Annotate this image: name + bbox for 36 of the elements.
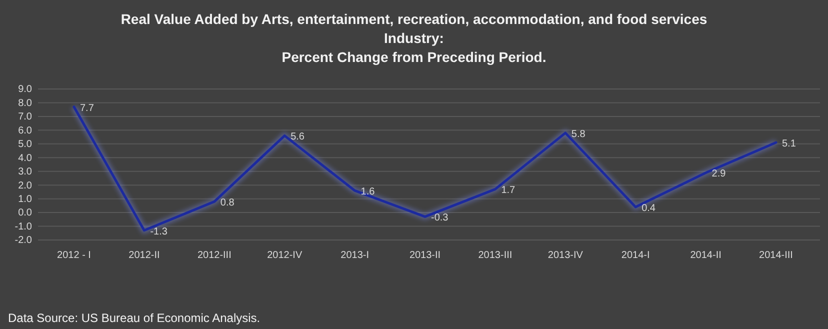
x-tick-label: 2014-I bbox=[621, 250, 650, 262]
x-tick-label: 2012-III bbox=[197, 250, 232, 262]
x-tick-label: 2012 - I bbox=[57, 250, 91, 262]
y-tick-label: -2.0 bbox=[14, 235, 32, 246]
y-tick-label: 8.0 bbox=[18, 98, 32, 109]
chart-title: Real Value Added by Arts, entertainment, recreation, accommodation, and food services Industry: Percent Change from Preceding Period. bbox=[120, 11, 708, 65]
data-label: 2.9 bbox=[712, 168, 726, 180]
data-label: 1.6 bbox=[360, 186, 376, 198]
data-label: 0.4 bbox=[642, 203, 656, 214]
x-tick-label: 2012-II bbox=[128, 250, 160, 262]
data-label: 7.7 bbox=[80, 102, 94, 114]
y-tick-label: 6.0 bbox=[18, 125, 32, 136]
y-tick-label: 5.0 bbox=[18, 139, 32, 150]
x-tick-label: 2014-III bbox=[759, 250, 793, 262]
y-tick-label: 1.0 bbox=[18, 194, 32, 206]
data-label: 5.8 bbox=[571, 128, 586, 140]
x-tick-label: 2013-I bbox=[340, 250, 369, 262]
data-label: 5.6 bbox=[290, 132, 305, 143]
y-tick-label: -1.0 bbox=[14, 221, 32, 232]
data-label: 0.8 bbox=[220, 198, 235, 209]
x-tick-label: 2012-IV bbox=[267, 250, 302, 262]
source-note: Data Source: US Bureau of Economic Analysis. bbox=[8, 311, 260, 325]
y-tick-label: 9.0 bbox=[18, 84, 32, 96]
y-tick-label: 7.0 bbox=[18, 112, 32, 123]
data-label: -0.3 bbox=[431, 212, 449, 224]
x-tick-label: 2013-III bbox=[478, 250, 512, 262]
y-tick-label: 0.0 bbox=[18, 208, 32, 219]
y-tick-label: 3.0 bbox=[18, 166, 32, 178]
y-tick-label: 2.0 bbox=[18, 180, 32, 192]
x-tick-label: 2013-II bbox=[409, 250, 441, 262]
x-tick-label: 2014-II bbox=[690, 250, 722, 262]
data-label: -1.3 bbox=[150, 226, 168, 238]
data-label: 5.1 bbox=[782, 138, 796, 150]
x-tick-label: 2013-IV bbox=[548, 250, 584, 262]
y-tick-label: 4.0 bbox=[18, 152, 32, 164]
data-label: 1.7 bbox=[501, 185, 516, 196]
